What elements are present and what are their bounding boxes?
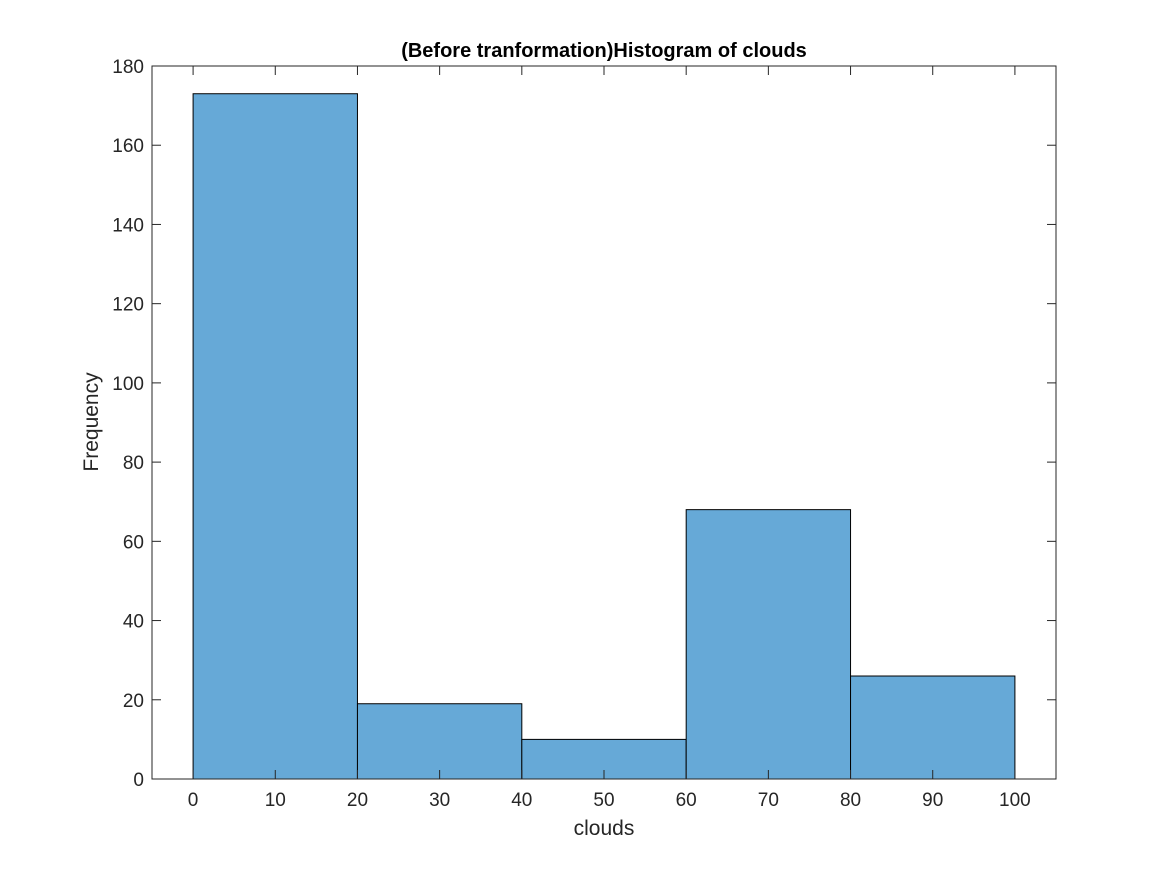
y-tick-label: 140 bbox=[112, 215, 144, 236]
x-tick-label: 100 bbox=[999, 790, 1031, 811]
x-tick-label: 70 bbox=[758, 790, 779, 811]
y-tick-label: 60 bbox=[123, 532, 144, 553]
y-tick-label: 80 bbox=[123, 453, 144, 474]
y-tick-label: 160 bbox=[112, 136, 144, 157]
chart-title: (Before tranformation)Histogram of cloud… bbox=[401, 40, 807, 62]
histogram-bar-20-40 bbox=[356, 703, 523, 780]
y-tick-label: 40 bbox=[123, 612, 144, 633]
histogram-bar-60-80 bbox=[685, 509, 852, 780]
x-tick-label: 40 bbox=[511, 790, 532, 811]
y-tick-label: 0 bbox=[133, 770, 144, 791]
x-tick-label: 30 bbox=[429, 790, 450, 811]
x-tick-label: 50 bbox=[593, 790, 614, 811]
x-tick-label: 20 bbox=[347, 790, 368, 811]
x-axis-label: clouds bbox=[574, 817, 635, 840]
y-tick-label: 120 bbox=[112, 295, 144, 316]
x-tick-label: 80 bbox=[840, 790, 861, 811]
y-tick-label: 100 bbox=[112, 374, 144, 395]
y-tick-label: 180 bbox=[112, 57, 144, 78]
histogram-bar-0-20 bbox=[192, 93, 358, 780]
x-tick-label: 10 bbox=[265, 790, 286, 811]
histogram-bar-80-100 bbox=[850, 675, 1016, 780]
x-tick-label: 0 bbox=[188, 790, 199, 811]
y-axis-label: Frequency bbox=[80, 372, 103, 472]
x-tick-label: 90 bbox=[922, 790, 943, 811]
x-tick-label: 60 bbox=[676, 790, 697, 811]
y-tick-label: 20 bbox=[123, 691, 144, 712]
bars-group bbox=[192, 93, 1016, 780]
ticks-group: 0 10 20 30 40 50 60 70 80 90 100 0 20 40 60 80 100 120 140… bbox=[112, 57, 1056, 811]
